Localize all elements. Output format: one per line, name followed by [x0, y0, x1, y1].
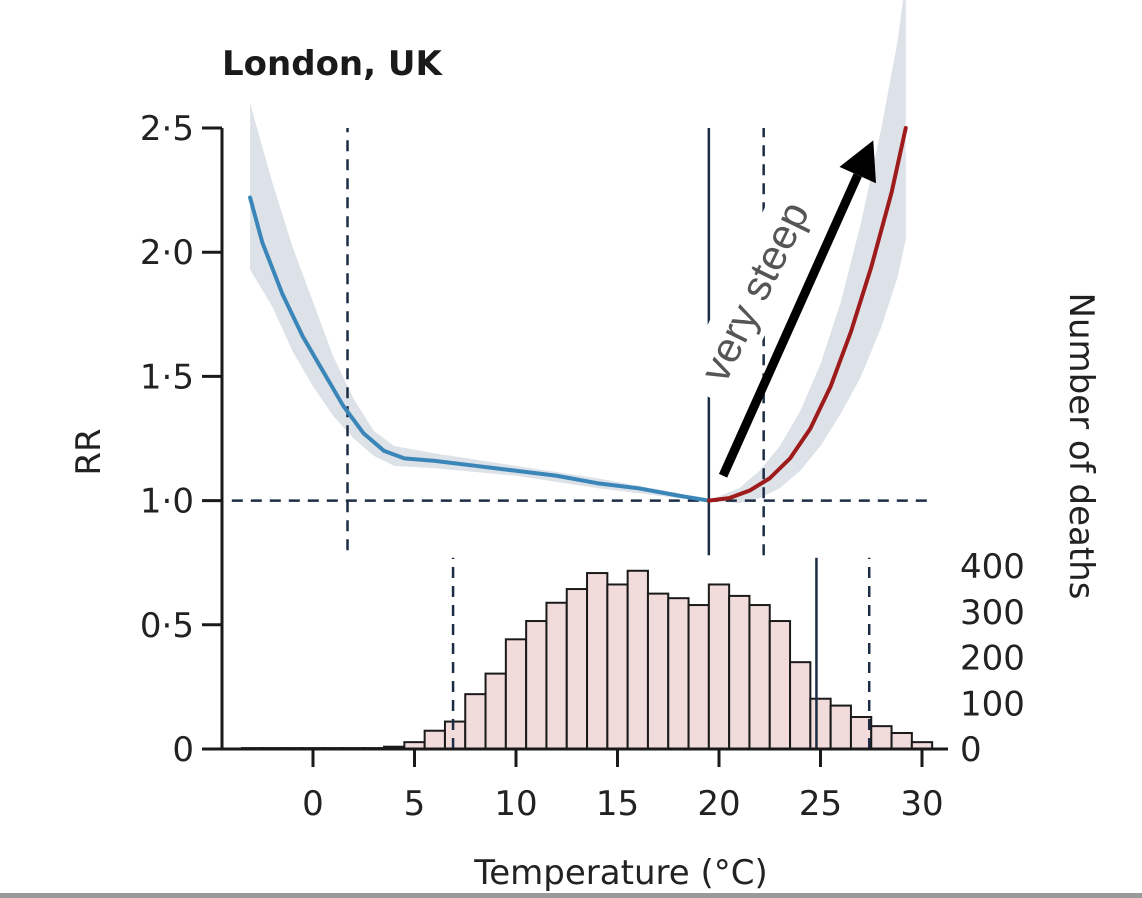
- histogram-bar: [890, 732, 913, 751]
- histogram-bar: [667, 597, 690, 750]
- chart-title: London, UK: [222, 44, 443, 84]
- annotation-arrow-shaft: [718, 173, 862, 478]
- y2-tick-label: 200: [960, 639, 1025, 679]
- histogram-bar: [504, 638, 528, 751]
- histogram-bar: [809, 697, 832, 750]
- histogram-bar: [646, 592, 670, 750]
- x-tick-label: 20: [697, 784, 740, 824]
- histogram-bar: [728, 594, 751, 751]
- y2-tick-label: 300: [960, 593, 1025, 633]
- rr-curve-cold: [248, 195, 711, 503]
- x-axis-label: Temperature (°C): [473, 853, 767, 893]
- y-tick-label: 1·0: [140, 482, 194, 522]
- x-tick-label: 25: [799, 784, 842, 824]
- y-tick-label: 0: [172, 730, 194, 770]
- histogram-bar: [829, 704, 852, 751]
- histogram-bar: [565, 588, 589, 750]
- x-tick-label: 5: [404, 784, 426, 824]
- histogram-bar: [626, 569, 649, 751]
- histogram-layer: [240, 569, 934, 751]
- y2-tick-label: 0: [960, 730, 982, 770]
- rr-curve-heat: [706, 126, 908, 503]
- x-tick-label: 15: [596, 784, 639, 824]
- histogram-bar: [748, 604, 771, 750]
- histogram-bar: [707, 583, 731, 750]
- x-tick-label: 0: [302, 784, 324, 824]
- histogram-bar: [687, 604, 710, 750]
- histogram-bar: [525, 620, 548, 750]
- y-tick-label: 0·5: [140, 606, 194, 646]
- y-tick-label: 2·0: [140, 233, 194, 273]
- histogram-bar: [464, 693, 487, 750]
- histogram-bar: [545, 601, 568, 751]
- x-tick-label: 10: [494, 784, 537, 824]
- histogram-bar: [606, 583, 629, 750]
- y-axis-label: RR: [69, 428, 109, 475]
- rr-curve-layer: [248, 126, 908, 503]
- y-tick-label: 2·5: [140, 109, 194, 149]
- histogram-bar: [484, 672, 507, 750]
- annotation-arrowhead: [839, 140, 876, 184]
- histogram-bar: [586, 572, 609, 750]
- y2-tick-label: 400: [960, 547, 1025, 587]
- histogram-bar: [443, 720, 467, 751]
- histogram-bar: [768, 620, 792, 750]
- histogram-bar: [423, 729, 446, 750]
- bottom-divider: [0, 893, 1142, 898]
- axes-layer: 00·51·01·52·02·50 5 10 15 20 25 30010020030040…: [140, 109, 1025, 824]
- y-tick-label: 1·5: [140, 357, 194, 397]
- x-tick-label: 30: [900, 784, 943, 824]
- annotation-backing: [679, 174, 832, 408]
- y2-axis-label: Number of deaths: [1061, 293, 1101, 600]
- histogram-bar: [789, 661, 812, 750]
- histogram-bar: [870, 725, 893, 751]
- y2-tick-label: 100: [960, 684, 1025, 724]
